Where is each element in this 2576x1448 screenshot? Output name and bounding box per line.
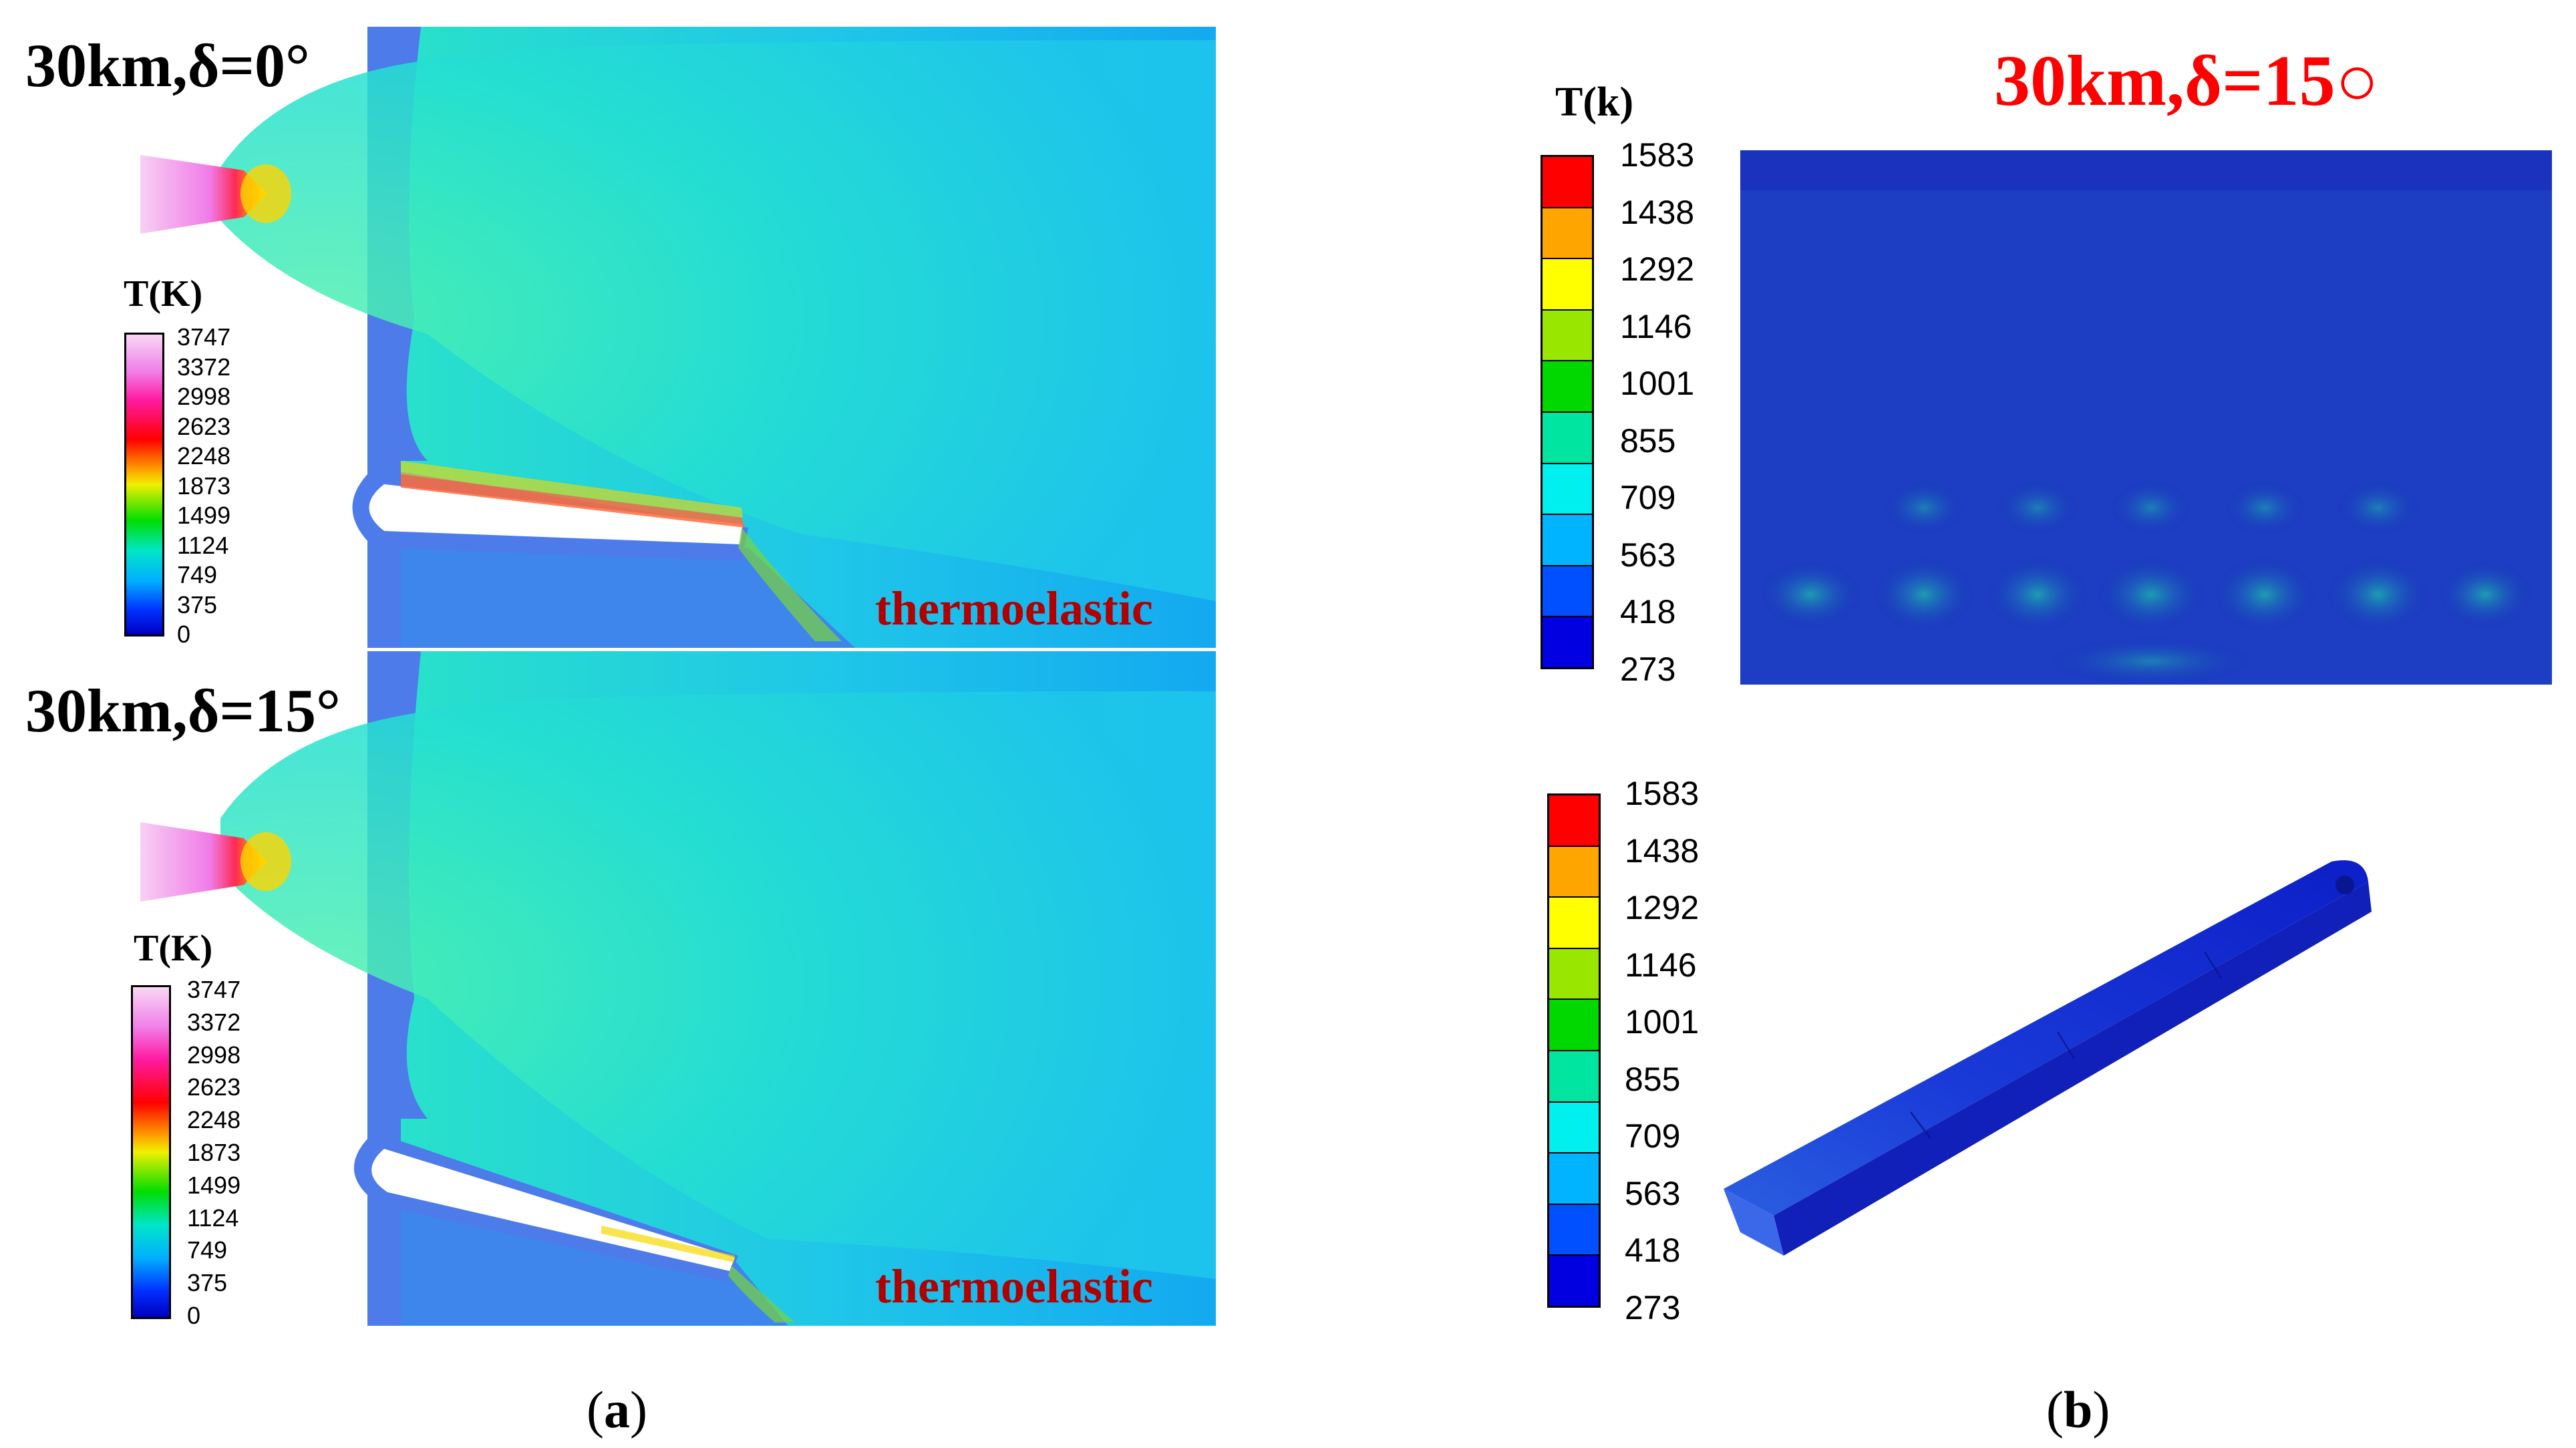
colorbar-b-upper-ticks: 1583 1438 1292 1146 1001 855 709 563 418 273 [1620,138,1714,686]
colorbar-tick-label: 1873 [177,472,231,500]
colorbar-tick-label: 1499 [177,502,231,529]
colorbar-tick-label: 2623 [187,1073,241,1101]
colorbar-band [1543,617,1592,667]
colorbar-tick-label: 855 [1620,421,1676,460]
colorbar-band [1543,310,1592,362]
panel-b-title: 30km,δ=15○ [1994,41,2379,121]
colorbar-tick-label: 3372 [177,353,231,381]
colorbar-band [1543,566,1592,618]
colorbar-unit-bottom: T(K) [134,928,213,969]
case-label-bottom: 30km,δ=15° [25,677,341,745]
colorbar-tick-label: 1499 [187,1171,241,1199]
colorbar-tick-label: 749 [187,1236,228,1264]
model-label-bottom: thermoelastic [875,1260,1153,1313]
colorbar-band [1543,412,1592,464]
colorbar-band [1549,1256,1599,1306]
colorbar-unit-top: T(K) [124,273,203,315]
colorbar-unit-b: T(k) [1555,79,1634,125]
colorbar-tick-label: 563 [1625,1174,1681,1212]
colorbar-band [1543,208,1592,260]
colorbar-band [1549,948,1599,1001]
colorbar-tick-label: 709 [1620,479,1676,517]
colorbar-band [1543,361,1592,413]
subfigure-label-b: (b) [2046,1381,2110,1439]
colorbar-band [1549,846,1599,898]
colorbar-tick-label: 418 [1625,1232,1681,1270]
colorbar-tick-label: 709 [1625,1117,1681,1155]
case-label-top: 30km,δ=0° [25,31,310,100]
colorbar-band [1549,795,1599,847]
colorbar-tick-label: 375 [187,1269,228,1297]
colorbar-tick-label: 1438 [1620,193,1695,231]
temperature-field-top [140,27,1216,648]
model-label-top: thermoelastic [875,582,1153,635]
colorbar-tick-label: 1873 [187,1139,241,1166]
colorbar-tick-label: 1583 [1625,775,1700,812]
colorbar-tick-label: 749 [177,561,218,588]
colorbar-band [1549,1051,1599,1103]
colorbar-band [1543,464,1592,516]
colorbar-tick-label: 0 [187,1302,201,1329]
colorbar-tick-label: 1124 [177,531,229,559]
colorbar-band [1543,515,1592,566]
temperature-field-bottom [140,651,1216,1326]
colorbar-tick-label: 1292 [1625,889,1700,927]
colorbar-tick-label: 3747 [177,323,231,351]
colorbar-band [1549,1204,1599,1256]
colorbar-tick-label: 418 [1620,593,1676,631]
colorbar-band [1549,1102,1599,1154]
colorbar-b-upper [1541,155,1594,669]
colorbar-tick-label: 855 [1625,1060,1681,1098]
colorbar-ticks-bottom: 3747 3372 2998 2623 2248 1873 1499 1124 749 375 0 [187,978,267,1328]
colorbar-tick-label: 2623 [177,412,231,440]
colorbar-ticks-top: 3747 3372 2998 2623 2248 1873 1499 1124 749 375 0 [177,325,257,647]
colorbar-tick-label: 1124 [187,1204,239,1232]
colorbar-tick-label: 273 [1625,1289,1681,1326]
colorbar-b-lower-ticks: 1583 1438 1292 1146 1001 855 709 563 418 273 [1625,777,1718,1324]
colorbar-b-lower [1547,793,1601,1308]
colorbar-top [124,333,164,637]
colorbar-tick-label: 1001 [1620,365,1695,403]
colorbar-tick-label: 1146 [1625,946,1697,984]
fin-3d-model [1724,860,2372,1256]
colorbar-tick-label: 2248 [177,442,231,470]
colorbar-bottom [131,985,171,1319]
colorbar-tick-label: 2998 [177,383,231,410]
colorbar-tick-label: 1438 [1625,832,1700,870]
colorbar-tick-label: 3372 [187,1008,241,1036]
colorbar-tick-label: 1292 [1620,250,1695,289]
colorbar-tick-label: 1583 [1620,136,1695,174]
colorbar-band [1549,898,1599,949]
colorbar-tick-label: 1001 [1625,1003,1700,1041]
colorbar-tick-label: 375 [177,590,218,618]
colorbar-tick-label: 563 [1620,536,1676,574]
colorbar-tick-label: 0 [177,620,191,648]
colorbar-tick-label: 2248 [187,1106,241,1134]
temperature-surface [1740,150,2552,685]
colorbar-tick-label: 273 [1620,651,1676,688]
colorbar-band [1549,1153,1599,1205]
colorbar-tick-label: 1146 [1620,307,1692,345]
subfigure-label-a: (a) [587,1381,647,1439]
colorbar-tick-label: 2998 [187,1041,241,1069]
colorbar-band [1543,259,1592,311]
colorbar-tick-label: 3747 [187,976,241,1003]
colorbar-band [1543,157,1592,208]
colorbar-band [1549,1000,1599,1051]
